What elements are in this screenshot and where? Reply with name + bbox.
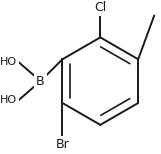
Text: HO: HO — [0, 95, 17, 105]
Text: B: B — [36, 75, 45, 88]
Text: Cl: Cl — [94, 1, 106, 14]
Text: HO: HO — [0, 57, 17, 67]
Text: Br: Br — [56, 138, 69, 151]
